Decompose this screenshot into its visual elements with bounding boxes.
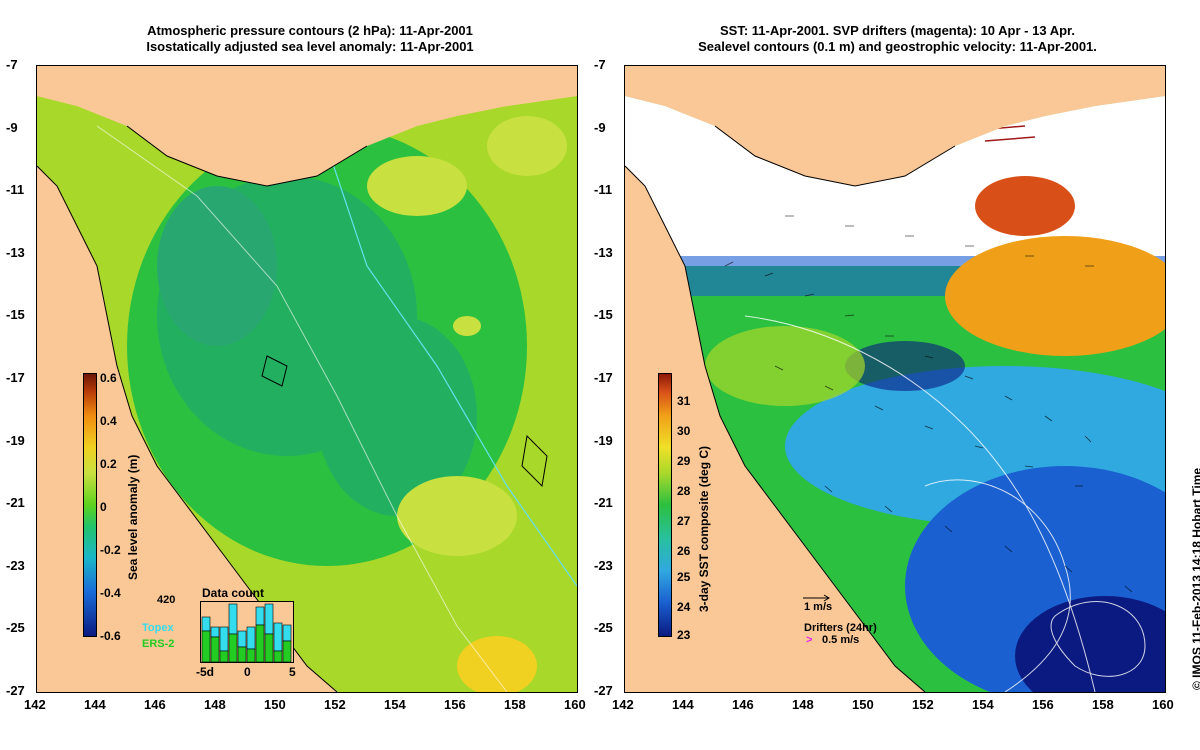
left-lon-label: 148 [204, 697, 226, 712]
right-lon-label: 156 [1032, 697, 1054, 712]
right-title-line2: Sealevel contours (0.1 m) and geostrophi… [698, 39, 1097, 54]
sst-tick: 27 [677, 514, 691, 528]
drifters-label: Drifters (24hr) [804, 622, 877, 634]
sla-tick: 0.6 [100, 371, 117, 385]
right-lat-label: -23 [594, 557, 613, 573]
vector-scale-arrow [803, 594, 830, 602]
drifter-scale-icon: > [806, 634, 813, 646]
sst-tick: 25 [677, 570, 691, 584]
drifters-scale: 0.5 m/s [822, 634, 860, 646]
left-lat-label: -9 [6, 119, 18, 135]
right-lon-label: 150 [852, 697, 874, 712]
sst-tick: 23 [677, 628, 691, 642]
left-lat-label: -19 [6, 432, 25, 448]
sst-tick: 28 [677, 484, 691, 498]
legend-topex: Topex [142, 622, 174, 634]
right-lon-label: 152 [912, 697, 934, 712]
right-lon-label: 160 [1152, 697, 1174, 712]
left-lon-label: 152 [324, 697, 346, 712]
sst-tick: 24 [677, 600, 691, 614]
left-lat-label: -21 [6, 495, 25, 511]
sst-tick: 31 [677, 394, 691, 408]
left-lat-label: -13 [6, 244, 25, 260]
right-lat-label: -11 [594, 182, 613, 198]
sla-colorbar-title: Sea level anomaly (m) [126, 454, 140, 580]
left-lon-label: 154 [384, 697, 406, 712]
right-lon-label: 148 [792, 697, 814, 712]
left-lat-label: -25 [6, 620, 25, 636]
vector-scale-label: 1 m/s [804, 601, 833, 613]
right-lat-label: -13 [594, 244, 613, 260]
data-count-x-label: 0 [244, 665, 251, 679]
left-lon-label: 156 [444, 697, 466, 712]
right-lat-label: -9 [594, 119, 606, 135]
left-lat-label: -17 [6, 370, 25, 385]
sea-level-anomaly-map [36, 65, 578, 693]
left-lat-label: -7 [6, 57, 18, 72]
legend-ers2: ERS-2 [142, 638, 175, 650]
left-lon-label: 142 [24, 697, 46, 712]
left-lat-label: -27 [6, 683, 25, 698]
sla-tick: -0.6 [100, 629, 121, 643]
data-count-x-label: 5 [289, 665, 296, 679]
left-lon-label: 158 [504, 697, 526, 712]
left-title-line1: Atmospheric pressure contours (2 hPa): 1… [147, 23, 473, 38]
sst-map-graphic [625, 66, 1165, 692]
left-map-title: Atmospheric pressure contours (2 hPa): 1… [40, 23, 580, 55]
credit-text: © IMOS 11-Feb-2013 14:18 Hobart Time [1190, 467, 1200, 690]
sst-colorbar-title: 3-day SST composite (deg C) [697, 445, 711, 612]
left-lon-label: 144 [84, 697, 106, 712]
sla-colorbar [83, 373, 97, 637]
right-lon-label: 158 [1092, 697, 1114, 712]
left-title-line2: Isostatically adjusted sea level anomaly… [146, 39, 474, 54]
right-lat-label: -15 [594, 307, 613, 323]
left-lat-label: -23 [6, 557, 25, 573]
data-count-histogram [200, 601, 294, 663]
data-count-x-label: -5d [196, 665, 214, 679]
left-lon-label: 160 [564, 697, 586, 712]
sst-tick: 26 [677, 544, 691, 558]
right-lat-label: -27 [594, 683, 613, 698]
sst-tick: 29 [677, 454, 691, 468]
sla-map-graphic [37, 66, 577, 692]
left-lat-label: -15 [6, 307, 25, 323]
right-lon-label: 142 [612, 697, 634, 712]
sla-tick: -0.4 [100, 586, 121, 600]
right-lat-label: -25 [594, 620, 613, 636]
left-lat-label: -11 [6, 182, 25, 198]
sst-map [624, 65, 1166, 693]
right-lat-label: -17 [594, 370, 613, 385]
right-title-line1: SST: 11-Apr-2001. SVP drifters (magenta)… [720, 23, 1075, 38]
sla-tick: -0.2 [100, 543, 121, 557]
right-lon-label: 144 [672, 697, 694, 712]
left-lon-label: 146 [144, 697, 166, 712]
data-count-title: Data count [202, 586, 265, 600]
sla-tick: 0 [100, 500, 107, 514]
right-lon-label: 154 [972, 697, 994, 712]
sla-tick: 0.4 [100, 414, 117, 428]
right-map-title: SST: 11-Apr-2001. SVP drifters (magenta)… [620, 23, 1175, 55]
sst-colorbar [658, 373, 672, 637]
right-lat-label: -21 [594, 495, 613, 511]
right-lat-label: -7 [594, 57, 606, 72]
data-count-max: 420 [157, 594, 176, 606]
left-lon-label: 150 [264, 697, 286, 712]
sst-tick: 30 [677, 424, 691, 438]
sla-tick: 0.2 [100, 457, 117, 471]
right-lon-label: 146 [732, 697, 754, 712]
right-lat-label: -19 [594, 432, 613, 448]
